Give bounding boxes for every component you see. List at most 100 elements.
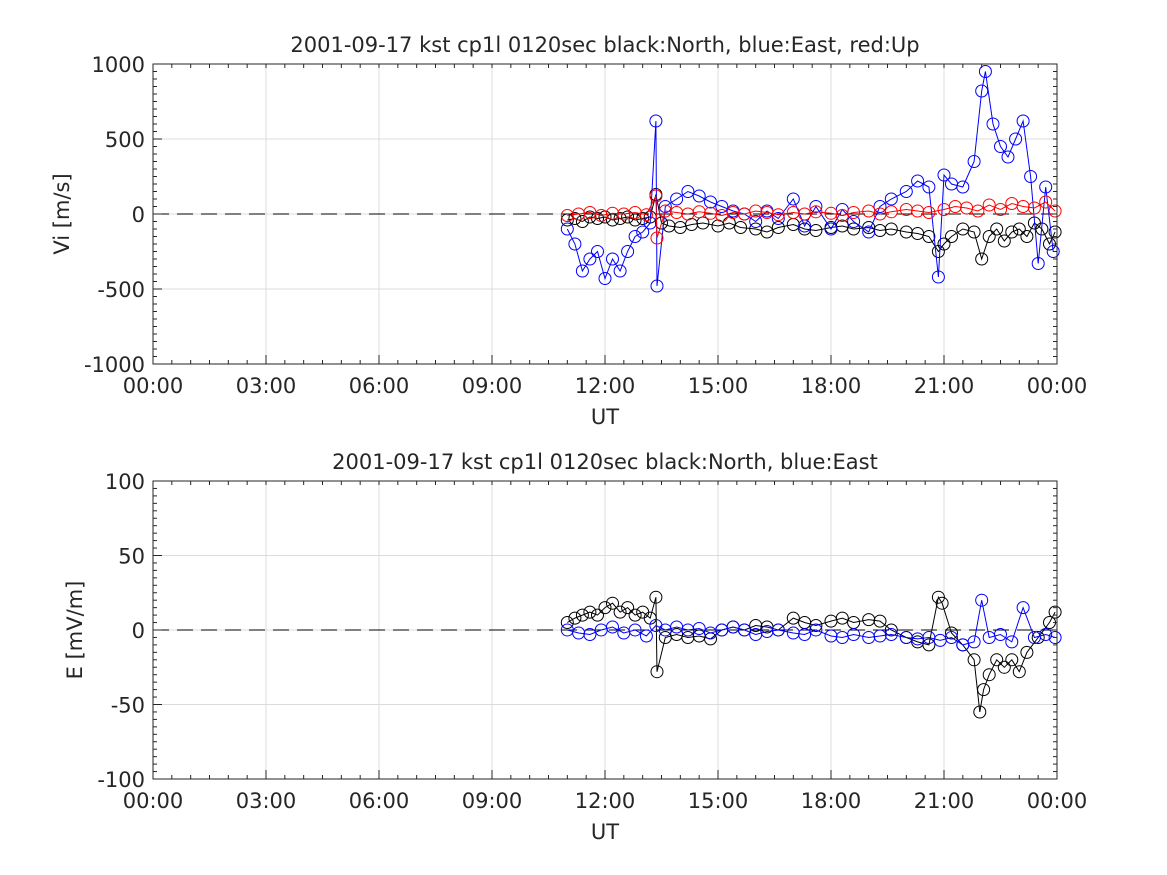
velocity-xtick-label: 00:00 [1027, 374, 1088, 398]
velocity-point-up [658, 204, 672, 218]
velocity-title: 2001-09-17 kst cp1l 0120sec black:North,… [290, 33, 919, 57]
velocity-ytick-label: 500 [105, 128, 145, 152]
efield-point-north [835, 611, 849, 625]
velocity-point-up [771, 208, 785, 222]
velocity-point-east [937, 168, 951, 182]
velocity-point-east [598, 272, 612, 285]
efield-point-east [994, 628, 1007, 641]
efield-point-north [935, 596, 949, 610]
velocity-point-north [884, 222, 898, 236]
velocity-point-east [922, 180, 936, 194]
efield-point-east [737, 623, 751, 637]
velocity-point-up [650, 231, 664, 245]
efield-point-north [922, 638, 936, 652]
velocity-point-north [967, 225, 981, 239]
efield-point-east [606, 620, 619, 634]
velocity-point-north [990, 222, 1004, 236]
efield-point-east [1039, 628, 1053, 641]
efield-point-east [911, 632, 925, 646]
efield-ytick-label: 100 [105, 470, 145, 494]
velocity-ytick-label: -1000 [84, 353, 145, 377]
velocity-point-east [692, 189, 706, 203]
velocity-point-up [847, 206, 861, 219]
velocity-point-up [982, 198, 996, 212]
efield-point-east [1048, 631, 1062, 644]
velocity-point-east [1001, 150, 1015, 164]
efield-point-east [884, 628, 898, 641]
velocity-ytick-label: 0 [132, 203, 145, 227]
velocity-point-north [982, 230, 996, 243]
velocity-point-north [760, 225, 774, 239]
velocity-point-north [1012, 222, 1026, 236]
velocity-point-up [639, 208, 653, 222]
efield-ytick-label: -50 [111, 694, 145, 718]
efield-point-north [990, 653, 1004, 667]
velocity-point-east [650, 279, 664, 293]
velocity-point-north [997, 234, 1011, 248]
efield-ylabel: E [mV/m] [63, 581, 87, 680]
efield-point-north [809, 619, 823, 632]
velocity-point-east [1039, 180, 1053, 194]
efield-point-east [1005, 635, 1019, 649]
velocity-point-north [1020, 230, 1034, 243]
efield-point-east [809, 623, 823, 637]
velocity-point-east [749, 215, 763, 228]
velocity-point-north [847, 222, 861, 236]
velocity-point-up [1039, 195, 1053, 209]
velocity-point-north [899, 225, 913, 239]
efield-xtick-label: 18:00 [801, 789, 862, 813]
velocity-point-east [956, 180, 970, 194]
velocity-xtick-label: 21:00 [914, 374, 975, 398]
velocity-xtick-label: 12:00 [575, 374, 636, 398]
velocity-point-east [824, 222, 838, 236]
velocity-point-north [937, 237, 951, 251]
velocity-point-north [606, 213, 619, 227]
velocity-ytick-label: 1000 [92, 53, 145, 77]
efield-series [560, 590, 1062, 719]
velocity-point-east [606, 252, 619, 266]
velocity-xtick-label: 06:00 [349, 374, 410, 398]
velocity-point-east [681, 185, 695, 198]
velocity-point-east [986, 117, 1000, 131]
efield-point-north [945, 626, 958, 640]
velocity-point-east [560, 222, 574, 236]
velocity-point-east [967, 155, 981, 168]
efield-point-east [873, 629, 887, 643]
velocity-point-north [798, 222, 812, 236]
efield-point-north [973, 705, 987, 719]
velocity-point-east [873, 200, 887, 213]
velocity-point-north [1048, 225, 1062, 239]
efield-point-north [1048, 605, 1062, 619]
velocity-point-north [809, 224, 823, 237]
efield-point-north [1012, 665, 1026, 679]
efield-point-east [824, 629, 838, 643]
velocity-point-east [847, 215, 861, 228]
velocity-point-up [1016, 200, 1030, 213]
velocity-point-east [649, 114, 663, 128]
efield-point-north [786, 611, 800, 625]
velocity-point-up [884, 205, 898, 219]
efield-point-north [1020, 645, 1034, 659]
velocity-point-north [613, 212, 627, 225]
efield-point-north [628, 608, 642, 622]
efield-point-north [862, 613, 876, 627]
efield-point-east [899, 631, 913, 644]
velocity-point-up [617, 207, 631, 221]
velocity-point-north [975, 252, 989, 266]
velocity-point-east [809, 200, 823, 213]
velocity-point-north [560, 213, 574, 227]
velocity-point-east [771, 212, 785, 225]
velocity-point-up [994, 203, 1007, 216]
velocity-xtick-label: 03:00 [236, 374, 297, 398]
velocity-point-east [628, 230, 642, 243]
efield-point-north [649, 590, 663, 604]
efield-point-east [681, 623, 695, 637]
efield-ytick-label: -100 [97, 768, 145, 792]
efield-xtick-label: 15:00 [688, 789, 749, 813]
efield-point-east [786, 626, 800, 640]
efield-point-north [681, 631, 695, 644]
velocity-point-east [670, 192, 684, 206]
velocity-point-north [771, 221, 785, 234]
velocity-point-north [575, 215, 589, 228]
velocity-point-east [575, 264, 589, 278]
